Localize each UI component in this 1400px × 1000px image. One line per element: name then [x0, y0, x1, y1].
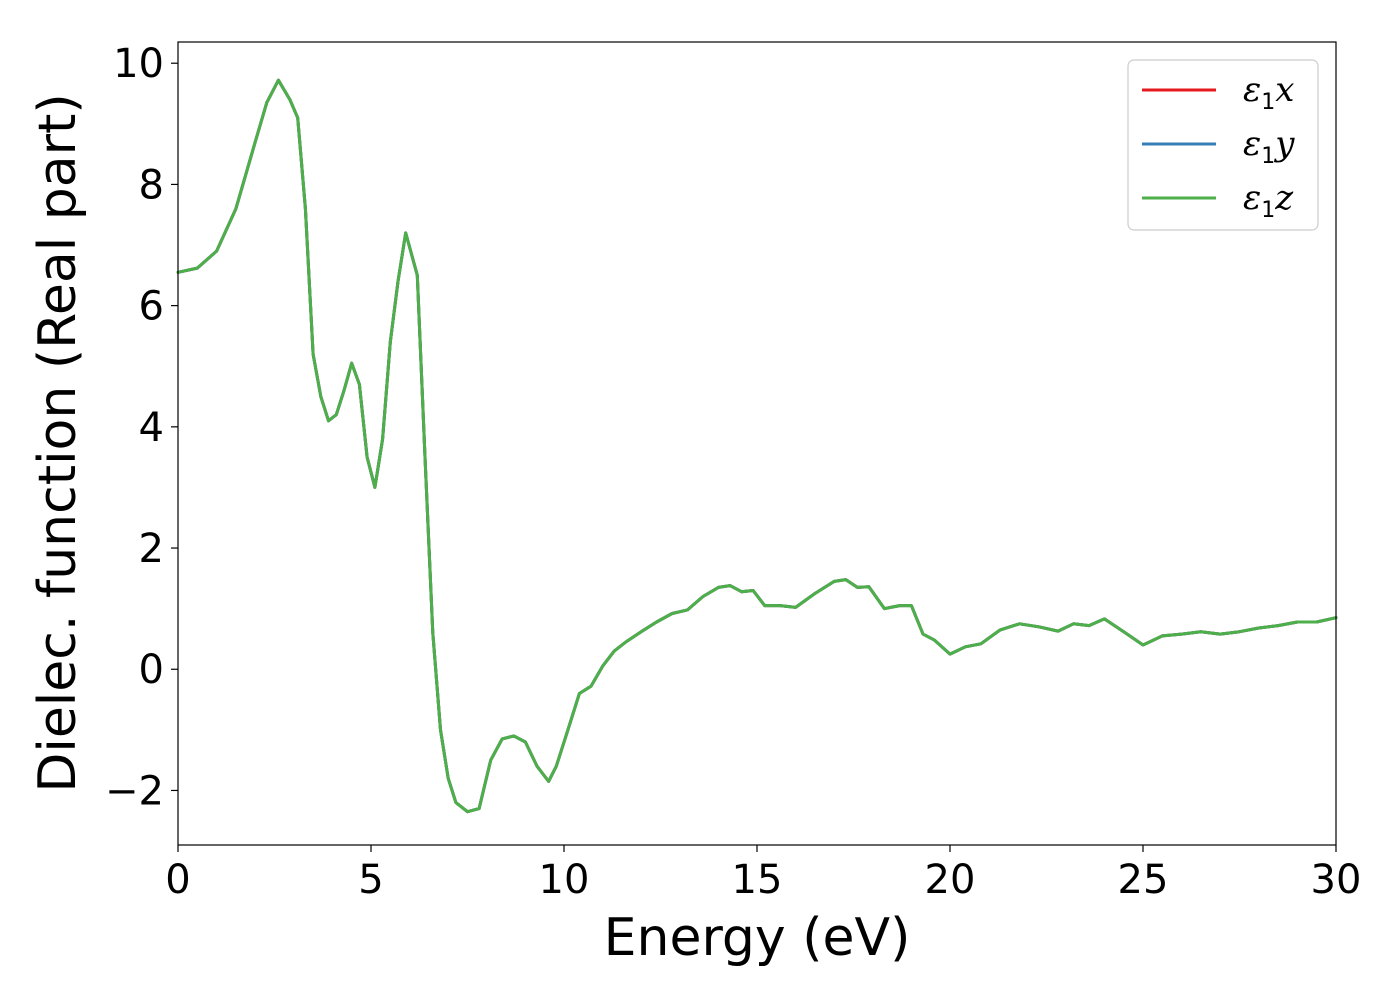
y-axis-label: Dielec. function (Real part) [28, 93, 88, 792]
y-tick-label: 6 [139, 284, 164, 330]
y-tick-label: −2 [105, 768, 164, 814]
x-tick-label: 25 [1118, 857, 1169, 903]
y-tick-label: 2 [139, 526, 164, 572]
x-axis-label: Energy (eV) [604, 908, 911, 968]
x-axis: 0 5 10 15 20 25 30 [165, 845, 1361, 903]
legend: ε1x ε1y ε1z [1127, 59, 1319, 231]
y-tick-label: 10 [113, 41, 164, 87]
x-tick-label: 0 [165, 857, 190, 903]
y-tick-label: 0 [139, 647, 164, 693]
x-tick-label: 30 [1311, 857, 1362, 903]
x-tick-label: 10 [539, 857, 590, 903]
series-layer [176, 78, 1338, 814]
y-tick-label: 4 [139, 405, 164, 451]
y-tick-label: 8 [139, 162, 164, 208]
y-axis: −2 0 2 4 6 8 10 [105, 41, 178, 814]
legend-items: ε1x ε1y ε1z [1142, 70, 1295, 223]
x-tick-label: 20 [925, 857, 976, 903]
legend-label-x: ε1x [1243, 70, 1294, 115]
x-tick-label: 15 [732, 857, 783, 903]
x-tick-label: 5 [358, 857, 383, 903]
legend-label-z: ε1z [1243, 178, 1294, 223]
legend-box [1127, 59, 1319, 231]
series-line-z [176, 78, 1338, 814]
legend-label-y: ε1y [1243, 124, 1295, 169]
